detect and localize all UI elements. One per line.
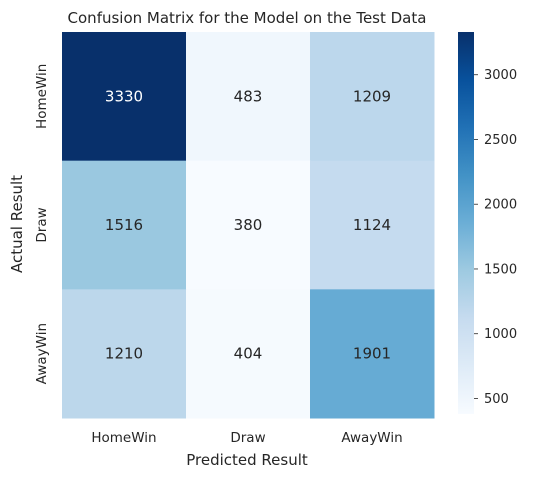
cell-value-label: 1901 (353, 345, 391, 363)
x-axis-label: Predicted Result (186, 451, 308, 469)
y-axis-label: Actual Result (8, 175, 26, 273)
heatmap-cells: 3330 483 1209 1516 380 1124 1210 404 1901 (62, 32, 435, 419)
heatmap-cell (310, 289, 435, 419)
cell-value-label: 1516 (105, 216, 143, 234)
heatmap-cell (62, 32, 187, 162)
y-tick-label: Draw (34, 207, 50, 242)
heatmap-cell (310, 32, 435, 162)
colorbar-tick-label: 3000 (484, 68, 517, 83)
y-tick-label: AwayWin (34, 323, 50, 384)
colorbar-gradient (458, 32, 474, 414)
colorbar-tick-label: 2500 (484, 133, 517, 148)
colorbar-tick-label: 1500 (484, 262, 517, 277)
cell-value-label: 1209 (353, 87, 391, 105)
cell-value-label: 1124 (353, 216, 391, 234)
heatmap-cell (62, 160, 187, 290)
colorbar: 500 1000 1500 2000 2500 3000 (458, 32, 517, 414)
heatmap-cell (186, 289, 311, 419)
x-tick-label: Draw (230, 430, 265, 446)
colorbar-tick-label: 2000 (484, 198, 517, 213)
colorbar-tick-label: 1000 (484, 327, 517, 342)
heatmap-cell (186, 160, 311, 290)
cell-value-label: 3330 (105, 87, 143, 105)
cell-value-label: 404 (234, 345, 263, 363)
cell-value-label: 483 (234, 87, 263, 105)
chart-title: Confusion Matrix for the Model on the Te… (68, 9, 427, 27)
heatmap-cell (186, 32, 311, 162)
x-tick-label: AwayWin (341, 430, 402, 446)
y-tick-labels: HomeWin Draw AwayWin (34, 64, 50, 385)
x-tick-labels: HomeWin Draw AwayWin (91, 430, 402, 446)
cell-value-label: 1210 (105, 345, 143, 363)
colorbar-ticks: 500 1000 1500 2000 2500 3000 (474, 68, 517, 407)
cell-value-label: 380 (234, 216, 263, 234)
heatmap-cell (310, 160, 435, 290)
colorbar-tick-label: 500 (484, 392, 509, 407)
heatmap-cell (62, 289, 187, 419)
y-tick-label: HomeWin (34, 64, 50, 129)
x-tick-label: HomeWin (91, 430, 156, 446)
